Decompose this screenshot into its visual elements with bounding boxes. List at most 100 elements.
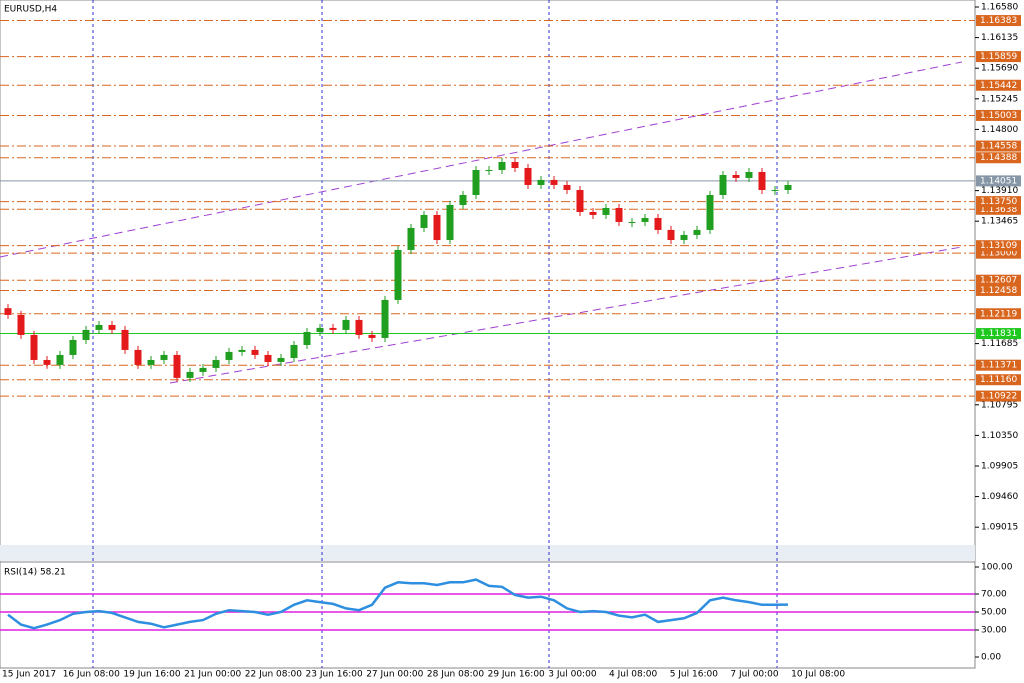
level-label-box: [976, 203, 1021, 215]
candle-body: [95, 324, 103, 330]
candle-body: [628, 221, 636, 223]
candle-body: [550, 179, 558, 185]
level-label: 1.15859: [980, 52, 1017, 62]
candle-body: [563, 184, 571, 190]
candle-body: [524, 167, 532, 185]
candle-body: [69, 339, 77, 355]
candle-body: [264, 354, 272, 362]
time-label: 21 Jun 00:00: [184, 670, 241, 680]
level-label: 1.13109: [980, 241, 1017, 251]
time-label: 28 Jun 08:00: [427, 670, 484, 680]
candle-body: [316, 327, 324, 332]
level-label: 1.14051: [980, 176, 1017, 186]
y-tick-label: 1.15245: [981, 94, 1018, 104]
level-label-box: [976, 308, 1021, 320]
y-tick-label: 1.10795: [981, 400, 1018, 410]
y-tick-label: 1.10350: [981, 431, 1018, 441]
candle-body: [719, 174, 727, 196]
level-label-box: [976, 374, 1021, 386]
level-label: 1.14388: [980, 153, 1017, 163]
time-label: 10 Jul 08:00: [791, 670, 845, 680]
time-label: 27 Jun 00:00: [366, 670, 423, 680]
candle-body: [537, 179, 545, 185]
y-tick-label: 1.16580: [981, 3, 1018, 13]
candle-body: [290, 344, 298, 358]
y-tick-label: 1.11685: [981, 339, 1018, 349]
candle-body: [667, 229, 675, 240]
candle-body: [381, 299, 389, 338]
candle-body: [329, 327, 337, 330]
candle-body: [160, 354, 168, 360]
time-label: 22 Jun 08:00: [245, 670, 302, 680]
level-label: 1.11160: [980, 375, 1017, 385]
candle-body: [602, 208, 610, 215]
candle-body: [134, 349, 142, 365]
level-label: 1.13638: [980, 205, 1017, 215]
candle-body: [615, 208, 623, 222]
candle-body: [30, 334, 38, 360]
y-tick-label: 1.14800: [981, 125, 1018, 135]
candle-body: [43, 359, 51, 365]
candle-body: [485, 169, 493, 171]
candle-body: [303, 331, 311, 345]
y-tick-label: 100.00: [981, 563, 1013, 573]
y-tick-label: 1.09015: [981, 523, 1018, 533]
trend-line: [169, 246, 963, 384]
candle-body: [225, 351, 233, 360]
level-label-box: [976, 247, 1021, 259]
candle-body: [641, 217, 649, 222]
level-label-box: [976, 152, 1021, 164]
level-label: 1.15442: [980, 81, 1017, 91]
candle-body: [199, 367, 207, 372]
level-label: 1.13750: [980, 197, 1017, 207]
candle-body: [576, 189, 584, 212]
level-label: 1.10922: [980, 392, 1017, 402]
level-label: 1.14558: [980, 142, 1017, 152]
candle-body: [342, 319, 350, 330]
candle-body: [654, 217, 662, 230]
level-label-box: [976, 51, 1021, 63]
y-tick-label: 70.00: [981, 590, 1007, 600]
level-label: 1.15003: [980, 111, 1017, 121]
time-label: 16 Jun 08:00: [63, 670, 120, 680]
candle-body: [420, 214, 428, 228]
candle-body: [251, 349, 259, 355]
candle-body: [4, 308, 12, 315]
candle-body: [368, 334, 376, 338]
time-strip: [0, 545, 975, 561]
candle-body: [771, 189, 779, 191]
candle-body: [212, 359, 220, 368]
candle-body: [693, 229, 701, 235]
rsi-title: RSI(14) 58.21: [4, 568, 66, 578]
time-label: 4 Jul 08:00: [609, 670, 658, 680]
level-label-box: [976, 328, 1021, 340]
time-label: 23 Jun 16:00: [306, 670, 363, 680]
candle-body: [446, 204, 454, 240]
candle-body: [511, 162, 519, 168]
level-label-box: [976, 79, 1021, 91]
y-tick-label: 1.13465: [981, 217, 1018, 227]
level-label-box: [976, 15, 1021, 27]
time-label: 5 Jul 16:00: [670, 670, 719, 680]
candle-body: [706, 195, 714, 230]
level-label: 1.16383: [980, 16, 1017, 26]
candle-body: [355, 319, 363, 335]
candle-body: [784, 184, 792, 190]
time-label: 19 Jun 16:00: [123, 670, 180, 680]
level-label-box: [976, 284, 1021, 296]
candle-body: [433, 214, 441, 240]
level-label-box: [976, 109, 1021, 121]
y-tick-label: 1.09460: [981, 492, 1018, 502]
level-label: 1.12119: [980, 309, 1017, 319]
time-label: 29 Jun 16:00: [488, 670, 545, 680]
candle-body: [147, 359, 155, 365]
time-label: 7 Jul 00:00: [730, 670, 779, 680]
candle-body: [17, 314, 25, 335]
candle-body: [173, 354, 181, 378]
level-label-box: [976, 175, 1021, 187]
chart-title: EURUSD,H4: [4, 5, 57, 15]
candle-body: [186, 371, 194, 378]
y-tick-label: 1.13910: [981, 186, 1018, 196]
candle-body: [472, 169, 480, 196]
